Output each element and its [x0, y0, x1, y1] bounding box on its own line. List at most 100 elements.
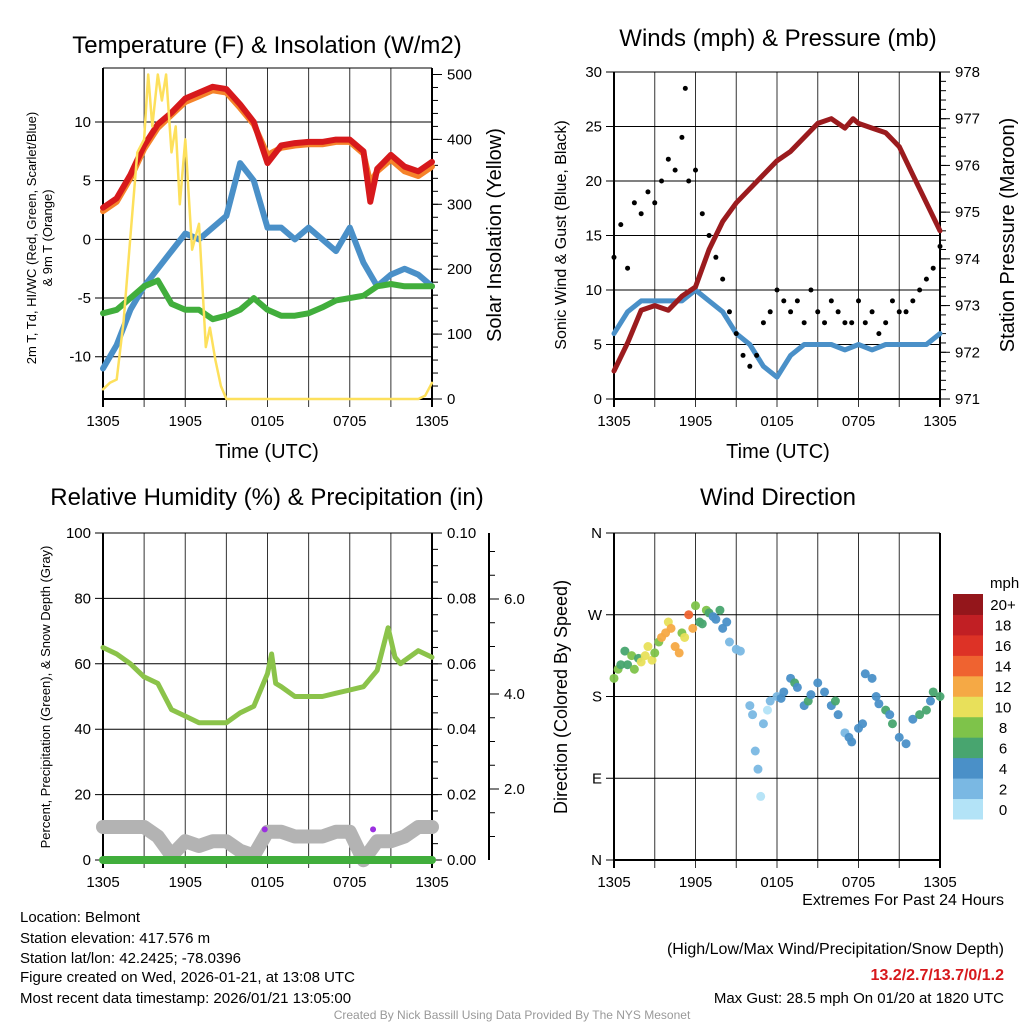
- temp-y-tick-label: 0: [83, 231, 91, 248]
- x-tick-label: 1905: [169, 874, 202, 891]
- temp-ylabel: 2m T, Td, HI/WC (Red, Green, Scarlet/Blu…: [24, 112, 39, 364]
- snow-depth-line: [96, 820, 439, 868]
- gust-point: [720, 276, 726, 282]
- direction-point: [871, 692, 881, 701]
- insolation-tick-label: 200: [447, 261, 472, 278]
- footer-elevation: Station elevation: 417.576 m: [20, 930, 210, 947]
- direction-point: [650, 648, 660, 658]
- gust-point: [781, 298, 787, 304]
- direction-point: [765, 696, 775, 706]
- x-tick-label: 1305: [415, 413, 448, 430]
- direction-point: [858, 719, 868, 729]
- heat-index-windchill-line: [100, 277, 435, 323]
- wind-ylabel: Sonic Wind & Gust (Blue, Black): [553, 120, 570, 349]
- legend-swatch: [953, 696, 983, 718]
- legend-label: 16: [995, 638, 1012, 655]
- direction-point: [867, 673, 877, 683]
- direction-point: [680, 632, 690, 642]
- wind-y-tick-label: 15: [585, 228, 602, 245]
- direction-tick-label: S: [592, 689, 602, 706]
- direction-point: [616, 660, 626, 670]
- direction-point: [901, 739, 911, 749]
- direction-point: [647, 655, 657, 665]
- gust-point: [883, 320, 889, 326]
- direction-point: [887, 719, 897, 729]
- x-tick-label: 0705: [842, 413, 875, 430]
- x-tick-label: 1905: [679, 874, 712, 891]
- gust-point: [856, 298, 861, 304]
- gust-point: [930, 265, 936, 271]
- legend-swatch: [953, 798, 983, 820]
- direction-tick-label: N: [591, 525, 602, 542]
- snow-depth-tick-label: 2.0: [504, 781, 525, 798]
- insolation-line: [101, 73, 434, 401]
- gust-point: [903, 309, 909, 315]
- credit: Created By Nick Bassill Using Data Provi…: [334, 1008, 691, 1022]
- x-tick-label: 1305: [923, 413, 956, 430]
- direction-point: [627, 651, 637, 661]
- direction-point: [833, 710, 843, 720]
- rh-y-tick-label: 20: [74, 787, 91, 804]
- direction-ylabel: Direction (Colored By Speed): [551, 580, 571, 814]
- gust-point: [822, 320, 828, 326]
- x-tick-label: 0105: [251, 874, 284, 891]
- direction-point: [722, 617, 732, 627]
- direction-point: [684, 610, 694, 620]
- direction-tick-label: N: [591, 852, 602, 869]
- direction-point: [908, 714, 918, 724]
- sonic-wind-line: [611, 287, 943, 380]
- gust-point: [740, 352, 746, 358]
- pressure-tick-label: 972: [955, 344, 980, 361]
- x-tick-label: 1905: [169, 413, 202, 430]
- gust-point: [754, 352, 760, 358]
- precip-tick-label: 0.00: [447, 852, 476, 869]
- legend-swatch: [953, 614, 983, 636]
- extremes-values: 13.2/2.7/13.7/0/1.2: [871, 967, 1005, 984]
- x-tick-label: 0705: [842, 874, 875, 891]
- direction-point: [643, 642, 653, 652]
- gust-point: [726, 309, 732, 315]
- pressure-tick-label: 971: [955, 391, 980, 408]
- snow-depth-tick-label: 6.0: [504, 591, 525, 608]
- temp-ylabel-2: & 9m T (Orange): [40, 189, 55, 286]
- direction-point: [711, 614, 721, 624]
- direction-tick-label: E: [592, 770, 602, 787]
- direction-point: [830, 696, 840, 706]
- direction-point: [745, 701, 755, 711]
- x-tick-label: 1305: [415, 874, 448, 891]
- pressure-tick-label: 976: [955, 157, 980, 174]
- extremes-title: Extremes For Past 24 Hours: [802, 892, 1004, 909]
- wind-title: Winds (mph) & Pressure (mb): [619, 25, 936, 52]
- legend-label: 18: [995, 618, 1012, 635]
- rh-y-tick-label: 100: [66, 525, 91, 542]
- direction-point: [750, 746, 760, 756]
- legend-label: 6: [999, 740, 1007, 757]
- legend-swatch: [953, 655, 983, 677]
- gust-point: [631, 200, 637, 206]
- direction-point: [691, 601, 700, 611]
- direction-point: [724, 637, 734, 647]
- gust-point: [794, 298, 800, 304]
- gust-point: [682, 85, 688, 91]
- direction-point: [697, 619, 707, 629]
- temp-y-tick-label: 5: [83, 173, 91, 190]
- temp-title: Temperature (F) & Insolation (W/m2): [72, 32, 461, 59]
- gust-point: [923, 276, 929, 282]
- direction-point: [640, 651, 650, 661]
- rh-y-tick-label: 40: [74, 721, 91, 738]
- precip-tick-label: 0.04: [447, 721, 476, 738]
- pressure-tick-label: 978: [955, 64, 980, 81]
- legend-title: mph: [990, 575, 1019, 592]
- direction-point: [756, 791, 766, 801]
- legend-label: 2: [999, 781, 1007, 798]
- temp-y-tick-label: -5: [78, 290, 91, 307]
- legend-swatch: [953, 757, 983, 779]
- direction-point: [915, 710, 925, 720]
- x-tick-label: 1305: [923, 874, 956, 891]
- direction-point: [935, 692, 945, 701]
- precip-tick-label: 0.08: [447, 590, 476, 607]
- snow-depth-tick-label: 4.0: [504, 686, 525, 703]
- gust-point: [788, 309, 794, 315]
- legend-swatch: [953, 778, 983, 800]
- direction-tick-label: W: [588, 607, 603, 624]
